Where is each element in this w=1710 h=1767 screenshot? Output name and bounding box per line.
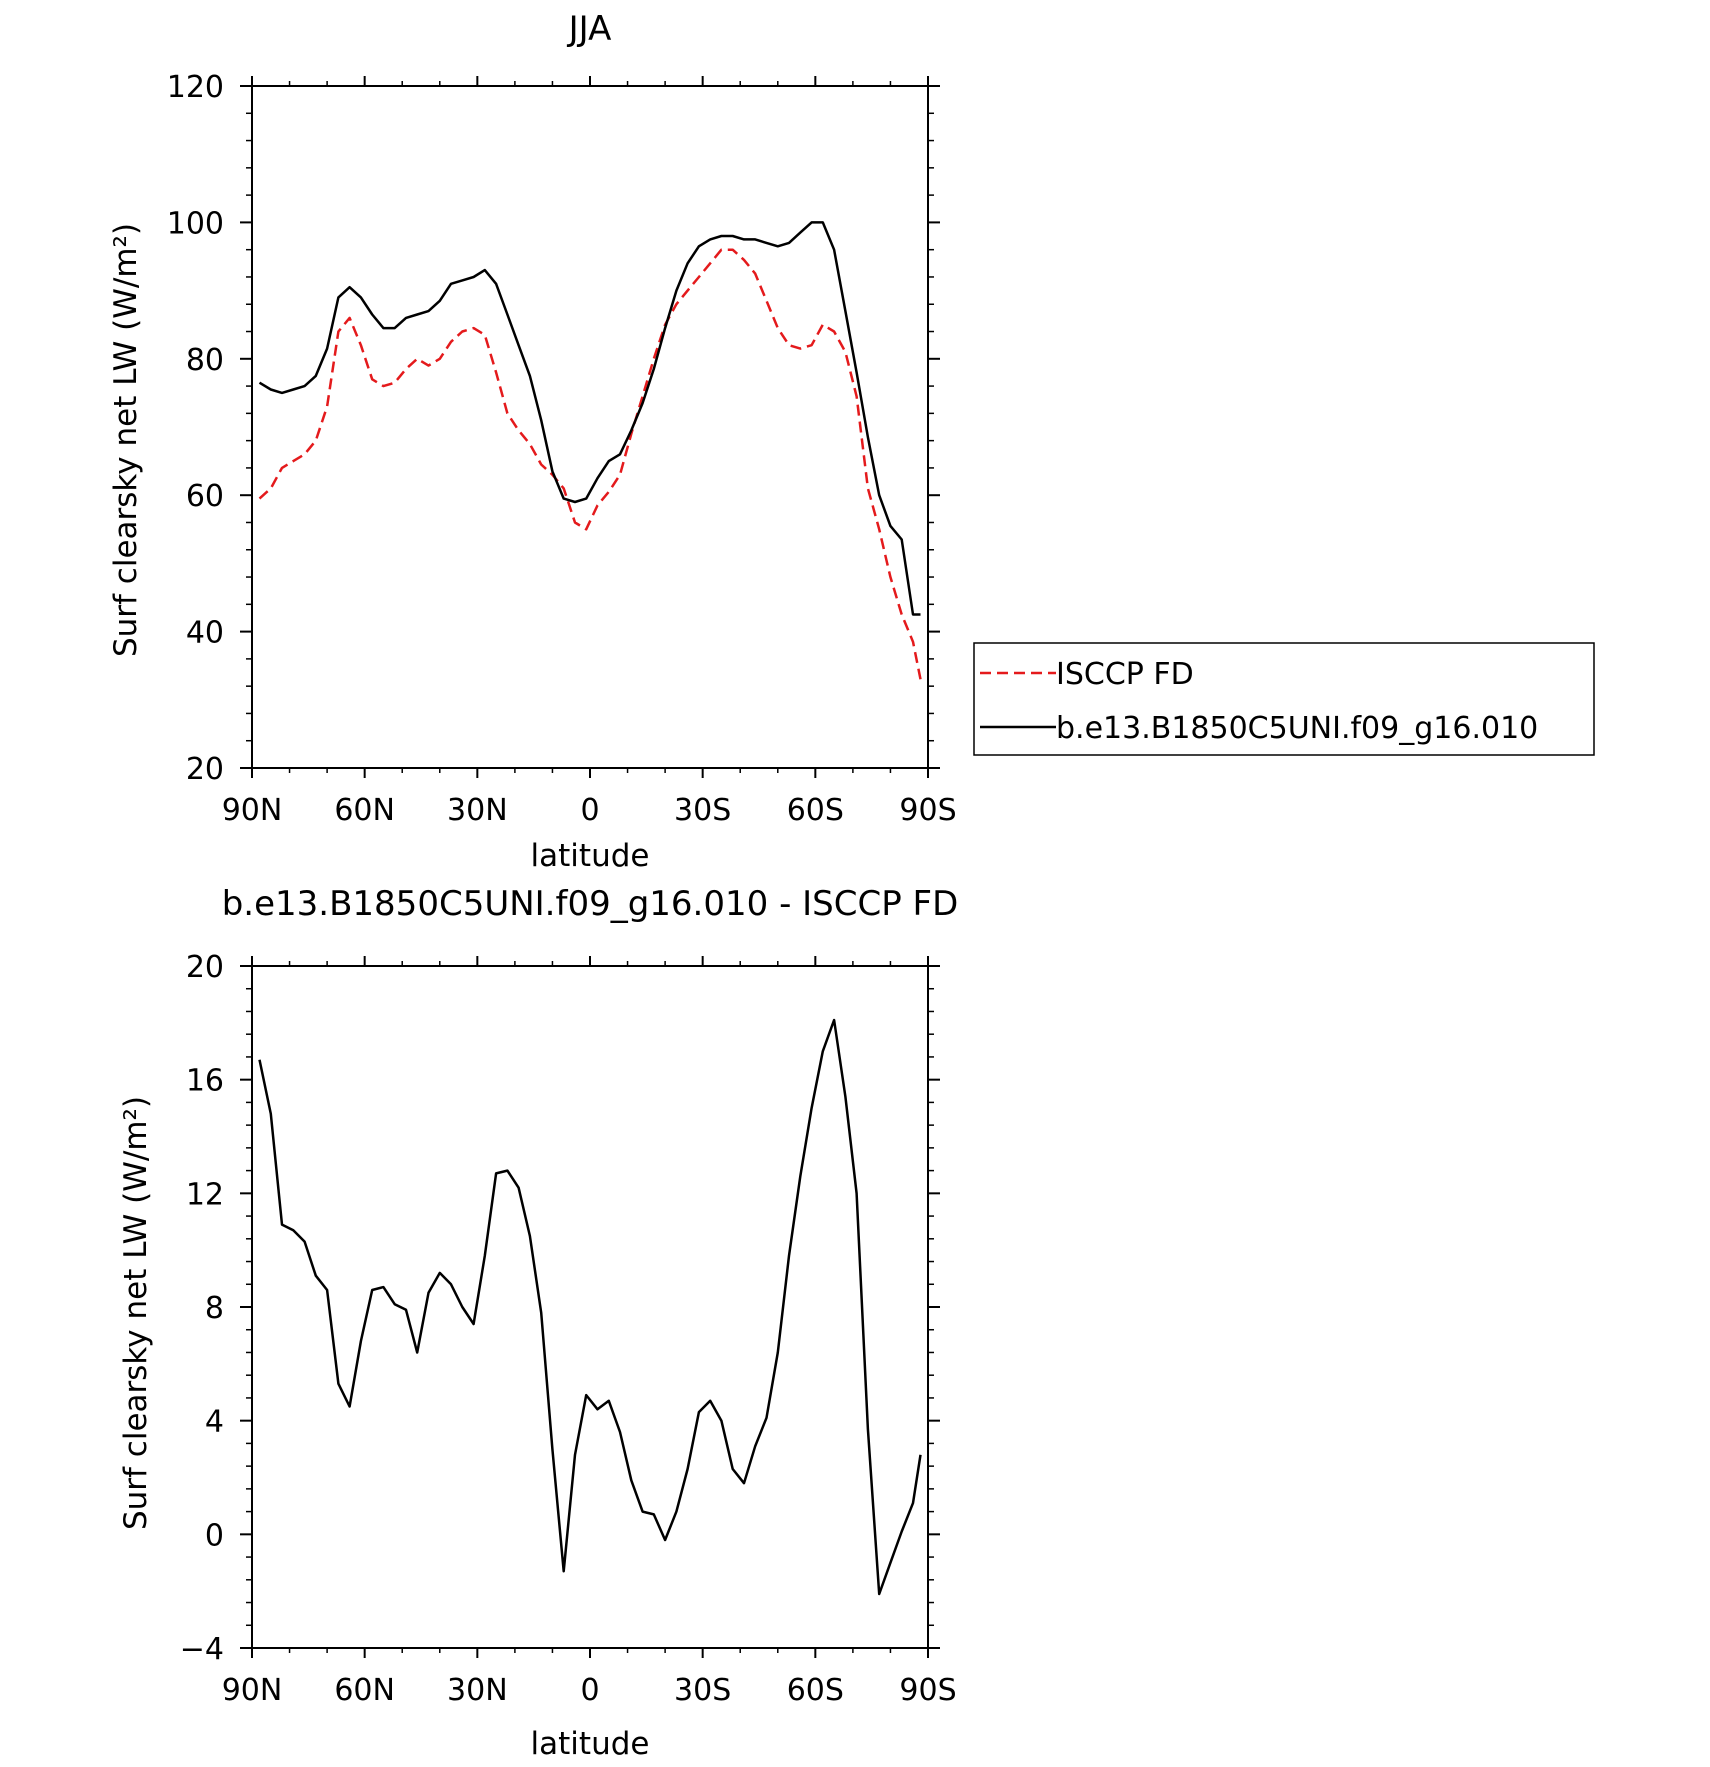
series-line-0-0	[258, 248, 922, 680]
x-tick-label: 30N	[447, 793, 508, 828]
y-tick-label: 80	[186, 343, 224, 378]
y-tick-label: 4	[205, 1405, 224, 1440]
y-tick-label: 8	[205, 1291, 224, 1326]
legend-label-model: b.e13.B1850C5UNI.f09_g16.010	[1056, 711, 1538, 746]
top-chart-title: JJA	[567, 9, 612, 49]
top-series-layer	[258, 221, 922, 680]
top-y-axis-label: Surf clearsky net LW (W/m²)	[108, 223, 144, 657]
y-tick-label: 60	[186, 479, 224, 514]
panel-top: JJA Surf clearsky net LW (W/m²) latitude…	[108, 9, 957, 874]
x-tick-label: 60N	[334, 1673, 395, 1708]
x-tick-label: 60S	[787, 793, 844, 828]
legend-frame	[973, 642, 1595, 756]
legend: ISCCP FD b.e13.B1850C5UNI.f09_g16.010	[973, 642, 1595, 756]
x-tick-label: 60N	[334, 793, 395, 828]
y-tick-label: 100	[167, 206, 224, 241]
x-tick-label: 30N	[447, 1673, 508, 1708]
bottom-chart-title: b.e13.B1850C5UNI.f09_g16.010 - ISCCP FD	[222, 884, 959, 924]
y-tick-label: 20	[186, 752, 224, 787]
x-tick-label: 30S	[674, 793, 731, 828]
y-tick-label: −4	[180, 1632, 224, 1667]
top-tick-labels: 90N 60N 30N 0 30S 60S 90S 20 40 60 80 100 120	[167, 70, 957, 828]
bottom-x-axis-label: latitude	[531, 1726, 650, 1762]
x-tick-label: 90N	[222, 1673, 283, 1708]
top-plot-frame	[251, 85, 929, 769]
series-line-0-1	[258, 221, 921, 616]
y-tick-label: 120	[167, 70, 224, 105]
y-tick-label: 20	[186, 950, 224, 985]
bottom-plot-frame	[251, 965, 929, 1649]
x-tick-label: 60S	[787, 1673, 844, 1708]
x-tick-label: 0	[580, 793, 599, 828]
series-line-1-0	[258, 1018, 922, 1596]
y-tick-label: 12	[186, 1177, 224, 1212]
x-tick-label: 90S	[899, 793, 956, 828]
bottom-axis-ticks	[240, 956, 940, 1658]
x-tick-label: 0	[580, 1673, 599, 1708]
bottom-tick-labels: 90N 60N 30N 0 30S 60S 90S −4 0 4 8 12 16 20	[180, 950, 957, 1708]
top-x-axis-label: latitude	[531, 838, 650, 874]
panel-bottom: b.e13.B1850C5UNI.f09_g16.010 - ISCCP FD …	[118, 884, 958, 1762]
bottom-series-layer	[258, 1018, 922, 1596]
top-axis-ticks	[240, 76, 940, 778]
x-tick-label: 30S	[674, 1673, 731, 1708]
x-tick-label: 90S	[899, 1673, 956, 1708]
y-tick-label: 40	[186, 616, 224, 651]
y-tick-label: 0	[205, 1518, 224, 1553]
legend-label-isccp: ISCCP FD	[1056, 657, 1194, 692]
bottom-y-axis-label: Surf clearsky net LW (W/m²)	[118, 1096, 154, 1530]
y-tick-label: 16	[186, 1064, 224, 1099]
x-tick-label: 90N	[222, 793, 283, 828]
